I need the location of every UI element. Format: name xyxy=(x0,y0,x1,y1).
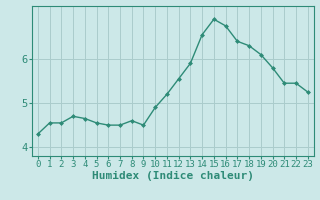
X-axis label: Humidex (Indice chaleur): Humidex (Indice chaleur) xyxy=(92,171,254,181)
